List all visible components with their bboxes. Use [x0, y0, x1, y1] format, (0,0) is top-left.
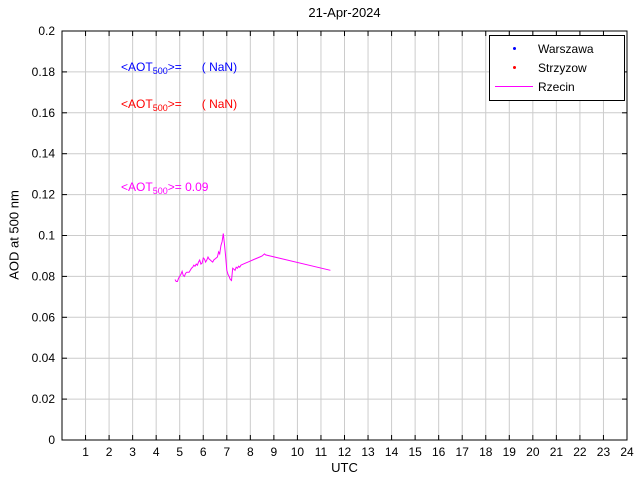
- y-tick-label: 0.2: [38, 24, 55, 38]
- rzecin-line-marker-icon: [490, 86, 538, 87]
- x-tick-label: 5: [176, 445, 183, 459]
- legend-label: Rzecin: [538, 79, 575, 94]
- y-tick-label: 0.02: [32, 392, 56, 406]
- x-tick-label: 17: [456, 445, 470, 459]
- y-tick-label: 0.06: [32, 310, 56, 324]
- x-tick-label: 21: [550, 445, 564, 459]
- x-tick-label: 24: [620, 445, 634, 459]
- x-tick-label: 2: [106, 445, 113, 459]
- y-tick-label: 0.1: [38, 229, 55, 243]
- y-tick-label: 0.18: [32, 65, 56, 79]
- x-tick-label: 19: [503, 445, 517, 459]
- annotation-mean-aot-0: <AOT500>= ( NaN): [121, 59, 238, 77]
- x-tick-label: 10: [291, 445, 305, 459]
- x-tick-label: 22: [573, 445, 587, 459]
- x-tick-label: 13: [361, 445, 375, 459]
- strzyzow-point-marker-icon: [490, 66, 538, 69]
- x-tick-label: 15: [408, 445, 422, 459]
- x-tick-label: 8: [247, 445, 254, 459]
- x-tick-label: 16: [432, 445, 446, 459]
- legend-item-warszawa: Warszawa: [490, 39, 624, 58]
- y-tick-label: 0.14: [32, 147, 56, 161]
- legend-label: Warszawa: [538, 41, 594, 56]
- x-axis-label: UTC: [331, 460, 358, 475]
- y-tick-label: 0.12: [32, 188, 56, 202]
- x-tick-label: 4: [153, 445, 160, 459]
- x-tick-label: 12: [338, 445, 352, 459]
- x-tick-label: 9: [271, 445, 278, 459]
- annotation-mean-aot-1: <AOT500>= ( NaN): [121, 96, 238, 114]
- series-rzecin: [174, 233, 331, 282]
- y-tick-label: 0.04: [32, 351, 56, 365]
- x-tick-label: 23: [597, 445, 611, 459]
- x-tick-label: 18: [479, 445, 493, 459]
- legend-label: Strzyzow: [538, 60, 587, 75]
- x-tick-label: 20: [526, 445, 540, 459]
- x-tick-label: 1: [82, 445, 89, 459]
- y-tick-label: 0: [48, 433, 55, 447]
- warszawa-point-marker-icon: [490, 47, 538, 50]
- x-tick-label: 14: [385, 445, 399, 459]
- chart-title: 21-Apr-2024: [308, 5, 381, 20]
- tick-marks: [62, 30, 628, 441]
- x-tick-label: 7: [223, 445, 230, 459]
- x-tick-label: 3: [129, 445, 136, 459]
- legend: Warszawa Strzyzow Rzecin: [489, 35, 625, 101]
- y-tick-label: 0.08: [32, 269, 56, 283]
- x-tick-label: 11: [315, 445, 328, 459]
- annotation-mean-aot-2: <AOT500>= 0.09: [121, 179, 209, 197]
- y-tick-label: 0.16: [32, 106, 56, 120]
- x-tick-label: 6: [200, 445, 207, 459]
- legend-item-rzecin: Rzecin: [490, 77, 624, 96]
- legend-item-strzyzow: Strzyzow: [490, 58, 624, 77]
